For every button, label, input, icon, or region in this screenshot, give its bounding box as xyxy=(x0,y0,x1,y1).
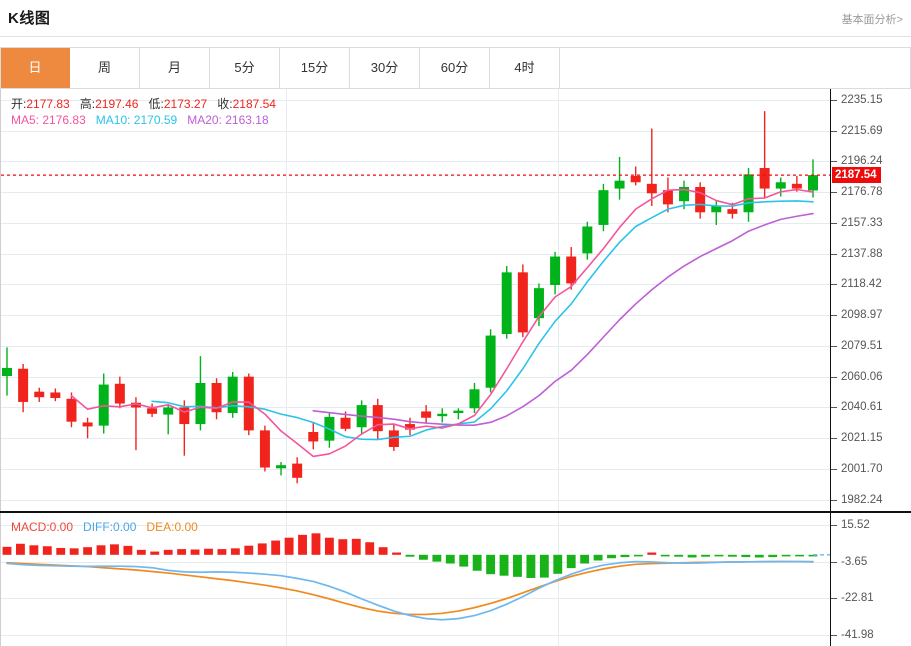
tab-0[interactable]: 日 xyxy=(0,48,70,88)
macd-axis-label: 15.52 xyxy=(841,519,870,532)
macd-plot[interactable]: MACD:0.00 DIFF:0.00 DEA:0.00 xyxy=(0,513,830,646)
low-value: 2173.27 xyxy=(163,97,208,111)
price-axis-tick xyxy=(831,407,837,409)
ma5-label: MA5: xyxy=(11,113,40,127)
tab-2[interactable]: 月 xyxy=(140,48,210,88)
current-price-badge: 2187.54 xyxy=(832,167,881,184)
tabbar-filler xyxy=(560,48,911,88)
price-axis-tick xyxy=(831,284,837,286)
price-axis-tick xyxy=(831,345,837,347)
tab-3[interactable]: 5分 xyxy=(210,48,280,88)
low-label: 低: xyxy=(148,97,164,111)
price-panel: 开:2177.83 高:2197.46 低:2173.27 收:2187.54 … xyxy=(0,89,911,513)
tab-1[interactable]: 周 xyxy=(70,48,140,88)
macd-panel: MACD:0.00 DIFF:0.00 DEA:0.00 15.52 -3.65-… xyxy=(0,513,911,646)
price-axis-label: 2118.42 xyxy=(841,278,882,291)
ma20-value: 2163.18 xyxy=(225,113,269,127)
chart-area: 开:2177.83 高:2197.46 低:2173.27 收:2187.54 … xyxy=(0,89,911,646)
macd-legend: MACD:0.00 DIFF:0.00 DEA:0.00 xyxy=(11,520,198,534)
open-label: 开: xyxy=(11,97,27,111)
price-axis-tick xyxy=(831,499,837,501)
price-axis: 2235.15 2215.69 2196.24 2176.78 2157.33 2137.… xyxy=(830,89,911,511)
price-axis-label: 2137.88 xyxy=(841,247,883,260)
price-axis-label: 2060.06 xyxy=(841,370,883,383)
price-axis-label: 2021.15 xyxy=(841,432,883,445)
close-value: 2187.54 xyxy=(232,97,276,111)
price-axis-tick xyxy=(831,222,837,224)
dea-value: 0.00 xyxy=(174,520,198,534)
price-axis-label: 2098.97 xyxy=(841,309,883,322)
open-value: 2177.83 xyxy=(26,97,70,111)
price-axis-label: 2157.33 xyxy=(841,216,883,229)
dea-label: DEA: xyxy=(146,520,175,534)
price-axis-tick xyxy=(831,438,837,440)
price-axis-tick xyxy=(831,376,837,378)
ma5-value: 2176.83 xyxy=(42,113,86,127)
ma20-label: MA20: xyxy=(187,113,222,127)
price-axis-label: 2001.70 xyxy=(841,462,883,475)
fundamental-analysis-link[interactable]: 基本面分析> xyxy=(841,14,903,26)
ma10-label: MA10: xyxy=(95,113,131,127)
ma10-value: 2170.59 xyxy=(133,113,178,127)
price-axis-label: 2235.15 xyxy=(841,93,883,106)
macd-axis-label: -22.81 xyxy=(841,592,874,605)
close-label: 收: xyxy=(217,97,233,111)
diff-label: DIFF: xyxy=(83,520,114,534)
price-axis-tick xyxy=(831,468,837,470)
tab-7[interactable]: 4时 xyxy=(490,48,560,88)
ohlc-legend: 开:2177.83 高:2197.46 低:2173.27 收:2187.54 xyxy=(11,95,276,112)
tab-5[interactable]: 30分 xyxy=(350,48,420,88)
price-axis-tick xyxy=(831,99,837,101)
macd-axis-tick xyxy=(831,561,837,563)
diff-value: 0.00 xyxy=(113,520,137,534)
price-plot[interactable]: 开:2177.83 高:2197.46 低:2173.27 收:2187.54 … xyxy=(0,89,830,511)
page-title: K线图 xyxy=(8,10,51,27)
macd-axis-tick xyxy=(831,525,837,527)
macd-axis-tick xyxy=(831,598,837,600)
price-axis-tick xyxy=(831,192,837,194)
ma-legend: MA5: 2176.83 MA10: 2170.59 MA20: 2163.18 xyxy=(11,113,269,127)
macd-axis-label: -3.65 xyxy=(841,555,868,568)
macd-axis-tick xyxy=(831,634,837,636)
high-value: 2197.46 xyxy=(95,97,139,111)
price-axis-label: 1982.24 xyxy=(841,493,883,506)
macd-axis-label: -41.98 xyxy=(841,628,874,641)
price-axis-label: 2215.69 xyxy=(841,124,883,137)
price-axis-label: 2040.61 xyxy=(841,401,883,414)
price-axis-tick xyxy=(831,161,837,163)
price-axis-tick xyxy=(831,253,837,255)
price-axis-tick xyxy=(831,315,837,317)
macd-axis: 15.52 -3.65 -22.81 -41.98 xyxy=(830,513,911,646)
macd-value: 0.00 xyxy=(49,520,74,534)
widget-header: K线图 基本面分析> xyxy=(0,0,911,37)
price-axis-tick xyxy=(831,130,837,132)
macd-label: MACD: xyxy=(11,520,50,534)
price-axis-label: 2079.51 xyxy=(841,339,883,352)
tab-4[interactable]: 15分 xyxy=(280,48,350,88)
price-axis-label: 2196.24 xyxy=(841,155,883,168)
high-label: 高: xyxy=(79,97,96,111)
period-tabbar[interactable]: 日周月 5分 15分 30分 60分 4时 xyxy=(0,47,911,89)
price-axis-label: 2176.78 xyxy=(841,186,883,199)
tab-6[interactable]: 60分 xyxy=(420,48,490,88)
